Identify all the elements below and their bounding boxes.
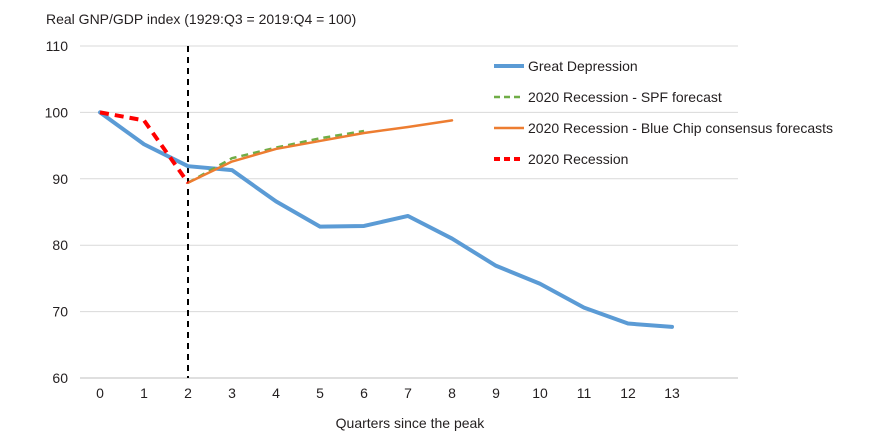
gridlines bbox=[80, 45, 738, 379]
x-tick-label: 6 bbox=[360, 385, 368, 401]
x-tick-label: 5 bbox=[316, 385, 324, 401]
legend: Great Depression 2020 Recession - SPF for… bbox=[494, 58, 833, 167]
y-tick-label: 80 bbox=[52, 237, 68, 253]
x-tick-label: 1 bbox=[140, 385, 148, 401]
series-line-2 bbox=[186, 119, 454, 185]
y-tick-label: 70 bbox=[52, 304, 68, 320]
x-tick-label: 8 bbox=[448, 385, 456, 401]
x-tick-label: 9 bbox=[492, 385, 500, 401]
y-tick-label: 100 bbox=[45, 104, 69, 120]
series-lines bbox=[98, 110, 674, 329]
x-axis-ticks: 0 1 2 3 4 5 6 7 8 9 10 11 12 13 bbox=[96, 385, 680, 401]
chart-title: Real GNP/GDP index (1929:Q3 = 2019:Q4 = … bbox=[46, 11, 356, 27]
x-tick-label: 4 bbox=[272, 385, 280, 401]
legend-label-1: 2020 Recession - SPF forecast bbox=[528, 89, 722, 105]
y-tick-label: 90 bbox=[52, 171, 68, 187]
x-axis-label: Quarters since the peak bbox=[336, 415, 486, 431]
series-line-3 bbox=[99, 110, 190, 184]
series-line-0 bbox=[98, 110, 674, 329]
x-tick-label: 13 bbox=[664, 385, 680, 401]
x-tick-label: 12 bbox=[620, 385, 636, 401]
x-tick-label: 0 bbox=[96, 385, 104, 401]
legend-label-3: 2020 Recession bbox=[528, 151, 628, 167]
y-tick-label: 60 bbox=[52, 370, 68, 386]
x-tick-label: 10 bbox=[532, 385, 548, 401]
x-tick-label: 7 bbox=[404, 385, 412, 401]
y-axis-ticks: 60 70 80 90 100 110 bbox=[45, 38, 69, 386]
legend-label-0: Great Depression bbox=[528, 58, 638, 74]
x-tick-label: 3 bbox=[228, 385, 236, 401]
legend-label-2: 2020 Recession - Blue Chip consensus for… bbox=[528, 120, 833, 136]
y-tick-label: 110 bbox=[46, 38, 69, 54]
x-tick-label: 11 bbox=[577, 385, 592, 401]
x-tick-label: 2 bbox=[184, 385, 192, 401]
